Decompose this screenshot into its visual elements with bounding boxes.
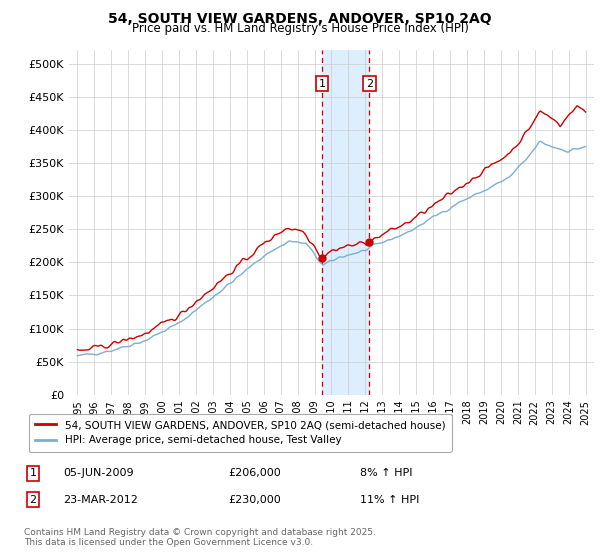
Text: Price paid vs. HM Land Registry's House Price Index (HPI): Price paid vs. HM Land Registry's House … — [131, 22, 469, 35]
Text: 2: 2 — [366, 78, 373, 88]
Text: £230,000: £230,000 — [228, 494, 281, 505]
Text: 1: 1 — [29, 468, 37, 478]
Text: 2: 2 — [29, 494, 37, 505]
Legend: 54, SOUTH VIEW GARDENS, ANDOVER, SP10 2AQ (semi-detached house), HPI: Average pr: 54, SOUTH VIEW GARDENS, ANDOVER, SP10 2A… — [29, 414, 452, 452]
Text: 54, SOUTH VIEW GARDENS, ANDOVER, SP10 2AQ: 54, SOUTH VIEW GARDENS, ANDOVER, SP10 2A… — [108, 12, 492, 26]
Text: 8% ↑ HPI: 8% ↑ HPI — [360, 468, 413, 478]
Text: 05-JUN-2009: 05-JUN-2009 — [63, 468, 134, 478]
Text: 23-MAR-2012: 23-MAR-2012 — [63, 494, 138, 505]
Bar — [322, 50, 369, 395]
Text: £206,000: £206,000 — [228, 468, 281, 478]
Text: 1: 1 — [319, 78, 325, 88]
Text: Contains HM Land Registry data © Crown copyright and database right 2025.
This d: Contains HM Land Registry data © Crown c… — [24, 528, 376, 547]
Text: 11% ↑ HPI: 11% ↑ HPI — [360, 494, 419, 505]
